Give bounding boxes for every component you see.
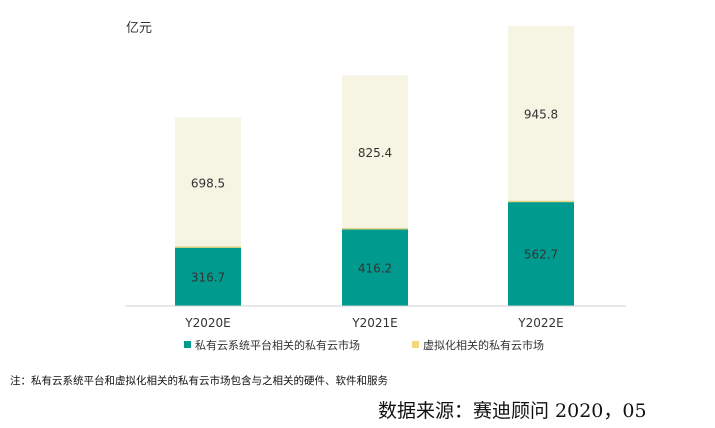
data-label-virtualization-Y2021E: 825.4 [358, 146, 392, 160]
bar-platform-Y2020E [175, 247, 241, 306]
bar-virtualization-Y2020E [175, 117, 241, 248]
bars-group: 316.7 698.5 416.2 825.4 562.7 945.8 [175, 25, 574, 306]
data-label-platform-Y2021E: 416.2 [358, 261, 392, 275]
data-label-platform-Y2022E: 562.7 [524, 248, 558, 262]
footnote: 注：私有云系统平台和虚拟化相关的私有云市场包含与之相关的硬件、软件和服务 [10, 375, 388, 387]
legend-swatch-platform [184, 341, 191, 348]
bar-virtualization-Y2022E [508, 25, 574, 202]
legend-swatch-virtualization [412, 341, 419, 348]
x-tick-label-Y2021E: Y2021E [351, 316, 397, 330]
source-note: 数据来源：赛迪顾问 2020，05 [378, 400, 647, 422]
bar-platform-Y2021E [342, 228, 408, 306]
bar-platform-Y2022E [508, 201, 574, 306]
data-label-virtualization-Y2022E: 945.8 [524, 108, 558, 122]
legend: 私有云系统平台相关的私有云市场 虚拟化相关的私有云市场 [184, 338, 544, 352]
y-unit-label: 亿元 [126, 21, 152, 36]
x-tick-labels: Y2020E Y2021E Y2022E [184, 316, 563, 330]
data-label-virtualization-Y2020E: 698.5 [191, 176, 225, 190]
legend-label-platform: 私有云系统平台相关的私有云市场 [195, 338, 360, 352]
x-tick-label-Y2020E: Y2020E [184, 316, 230, 330]
data-label-platform-Y2020E: 316.7 [191, 271, 225, 285]
stacked-bar-chart: 亿元 316.7 698.5 416.2 825.4 562.7 945.8 Y2020E… [125, 21, 626, 352]
legend-label-virtualization: 虚拟化相关的私有云市场 [423, 338, 544, 352]
x-tick-label-Y2022E: Y2022E [517, 316, 563, 330]
bar-virtualization-Y2021E [342, 75, 408, 229]
